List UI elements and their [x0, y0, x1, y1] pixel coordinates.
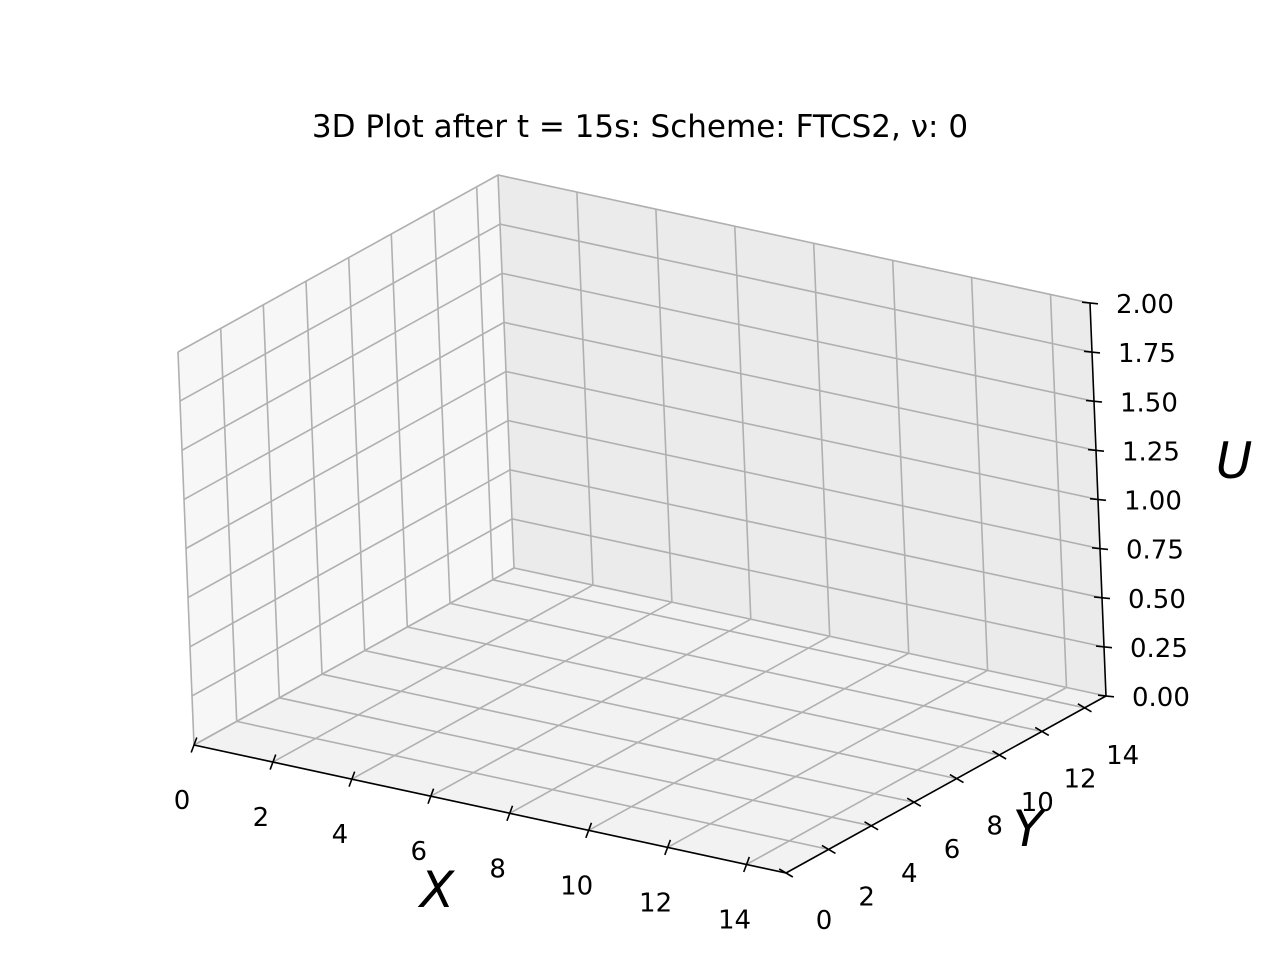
x-tick	[506, 805, 514, 822]
y-tick-label: 14	[1106, 741, 1139, 771]
z-tick-label: 1.75	[1118, 339, 1176, 369]
x-tick	[348, 771, 356, 787]
y-tick	[906, 797, 922, 807]
z-tick	[1087, 448, 1105, 452]
x-tick-label: 10	[560, 871, 593, 901]
z-tick	[1083, 350, 1101, 354]
y-tick	[1034, 726, 1050, 737]
y-tick	[992, 750, 1007, 760]
x-axis-label: X	[417, 861, 456, 919]
z-gridline	[187, 419, 1101, 599]
z-tick-label: 1.50	[1120, 388, 1178, 418]
z-tick	[1093, 596, 1111, 600]
z-tick-label: 2.00	[1116, 290, 1174, 320]
x-tick-label: 14	[718, 906, 751, 936]
x-tick-label: 4	[332, 820, 349, 850]
x-tick	[190, 737, 198, 753]
z-tick-label: 0.75	[1126, 536, 1184, 566]
z-tick	[1097, 694, 1115, 698]
z-gridline	[179, 223, 1093, 402]
z-tick	[1081, 301, 1099, 305]
z-tick-label: 0.00	[1132, 683, 1190, 713]
z-tick	[1085, 399, 1103, 403]
y-tick-label: 2	[858, 882, 875, 912]
y-tick	[821, 844, 836, 855]
x-tick	[742, 856, 751, 873]
z-gridline	[193, 567, 1107, 746]
x-tick-label: 12	[639, 888, 672, 918]
axis-panes	[177, 174, 1108, 874]
x-tick-label: 2	[253, 803, 270, 833]
x-tick	[664, 839, 672, 856]
y-tick	[778, 868, 794, 878]
z-tick-label: 1.25	[1122, 437, 1180, 467]
z-gridline	[177, 174, 1091, 353]
y-axis-label: Y	[1013, 800, 1047, 858]
x-tick-label: 8	[489, 854, 506, 884]
x-tick	[427, 788, 435, 804]
z-tick-label: 1.00	[1124, 487, 1182, 517]
y-tick	[864, 821, 879, 831]
y-tick-label: 4	[901, 859, 918, 889]
z-tick	[1095, 645, 1113, 649]
z-tick-label: 0.25	[1130, 634, 1188, 664]
x-axis-line	[193, 744, 787, 874]
y-tick	[1077, 703, 1092, 713]
y-tick-label: 0	[816, 906, 833, 936]
x-tick-label: 0	[174, 786, 191, 816]
y-tick-label: 6	[944, 835, 961, 865]
x-tick	[269, 754, 277, 770]
z-tick	[1091, 547, 1109, 551]
z-tick-label: 0.50	[1128, 585, 1186, 615]
y-tick-label: 8	[986, 812, 1003, 842]
z-gridline	[189, 468, 1103, 648]
axis-lines	[190, 301, 1115, 878]
y-tick	[949, 773, 964, 784]
z-axis-label: U	[1216, 432, 1253, 490]
chart-title: 3D Plot after t = 15s: Scheme: FTCS2, ν:…	[312, 109, 968, 145]
y-tick-label: 12	[1063, 764, 1096, 794]
z-gridline	[181, 272, 1095, 452]
y-tick-label: 10	[1021, 788, 1054, 818]
x-tick	[585, 822, 593, 839]
y-axis-line	[785, 695, 1107, 874]
x-tick-label: 6	[411, 837, 428, 867]
z-gridline	[191, 518, 1105, 697]
z-tick	[1089, 497, 1107, 502]
z-gridline	[183, 321, 1097, 501]
z-gridline	[185, 370, 1099, 550]
gridlines	[177, 174, 1107, 874]
